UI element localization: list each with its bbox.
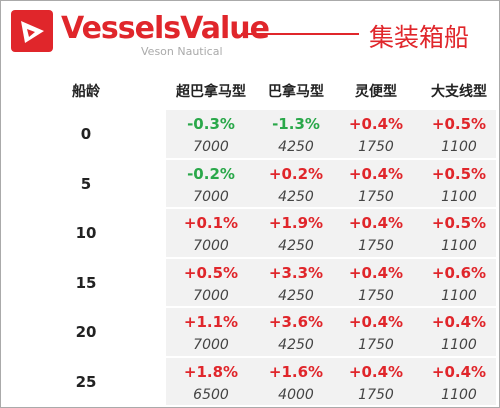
change-value: +0.5% bbox=[431, 164, 487, 183]
price-value: 7000 bbox=[193, 188, 229, 205]
price-value: 7000 bbox=[193, 287, 229, 304]
change-value: +0.5% bbox=[183, 263, 239, 282]
row-background bbox=[166, 258, 496, 306]
change-value: +0.1% bbox=[183, 214, 239, 232]
column-header: 灵便型 bbox=[355, 84, 397, 100]
change-value: +0.4% bbox=[348, 263, 404, 282]
change-value: +1.8% bbox=[183, 362, 239, 381]
age-label: 15 bbox=[75, 273, 97, 292]
price-value: 7000 bbox=[193, 337, 229, 353]
logo-icon bbox=[11, 10, 53, 52]
price-value: 4250 bbox=[278, 188, 314, 205]
column-header: 船龄 bbox=[72, 84, 100, 100]
price-value: 1750 bbox=[358, 287, 394, 304]
price-value: 1750 bbox=[358, 386, 394, 403]
logo-text: VesselsValue bbox=[61, 11, 270, 46]
price-value: 1100 bbox=[441, 337, 477, 353]
row-background bbox=[166, 357, 496, 405]
change-value: +0.5% bbox=[431, 115, 487, 133]
change-value: +0.4% bbox=[348, 214, 404, 232]
price-value: 1750 bbox=[358, 238, 394, 254]
change-value: +0.5% bbox=[431, 214, 487, 232]
change-value: +3.6% bbox=[268, 313, 324, 331]
column-header: 大支线型 bbox=[431, 84, 487, 100]
sub-logo: Veson Nautical bbox=[141, 45, 223, 58]
price-value: 1750 bbox=[358, 188, 394, 205]
change-value: -1.3% bbox=[272, 115, 320, 133]
change-value: +1.6% bbox=[268, 362, 324, 381]
price-value: 1100 bbox=[441, 188, 477, 205]
change-value: -0.3% bbox=[187, 115, 235, 133]
change-value: +0.4% bbox=[348, 164, 404, 183]
price-value: 7000 bbox=[193, 238, 229, 254]
change-value: +0.2% bbox=[268, 164, 324, 183]
price-value: 4250 bbox=[278, 287, 314, 304]
age-label: 0 bbox=[80, 125, 92, 143]
price-value: 1100 bbox=[441, 287, 477, 304]
age-label: 10 bbox=[75, 224, 97, 242]
price-value: 1100 bbox=[441, 139, 477, 155]
change-value: +0.4% bbox=[431, 313, 487, 331]
price-value: 4000 bbox=[278, 386, 314, 403]
price-value: 1750 bbox=[358, 337, 394, 353]
row-background bbox=[166, 110, 496, 158]
change-value: -0.2% bbox=[187, 164, 235, 183]
change-value: +1.9% bbox=[268, 214, 324, 232]
column-header: 巴拿马型 bbox=[268, 84, 324, 100]
price-value: 1750 bbox=[358, 139, 394, 155]
change-value: +1.1% bbox=[183, 313, 239, 331]
price-value: 7000 bbox=[193, 139, 229, 155]
change-value: +0.4% bbox=[348, 362, 404, 381]
change-value: +0.4% bbox=[348, 115, 404, 133]
age-label: 25 bbox=[75, 372, 97, 391]
divider bbox=[241, 33, 359, 35]
price-value: 6500 bbox=[193, 386, 229, 403]
page-title: 集装箱船 bbox=[369, 23, 470, 52]
age-label: 20 bbox=[75, 323, 97, 341]
age-label: 5 bbox=[80, 174, 92, 193]
row-background bbox=[166, 209, 496, 257]
row-background bbox=[166, 308, 496, 356]
change-value: +3.3% bbox=[268, 263, 324, 282]
column-header: 超巴拿马型 bbox=[176, 84, 246, 100]
change-value: +0.6% bbox=[431, 263, 487, 282]
price-value: 1100 bbox=[441, 386, 477, 403]
price-value: 4250 bbox=[278, 337, 314, 353]
price-value: 4250 bbox=[278, 238, 314, 254]
change-value: +0.4% bbox=[431, 362, 487, 381]
price-value: 1100 bbox=[441, 238, 477, 254]
price-value: 4250 bbox=[278, 139, 314, 155]
change-value: +0.4% bbox=[348, 313, 404, 331]
row-background bbox=[166, 159, 496, 207]
